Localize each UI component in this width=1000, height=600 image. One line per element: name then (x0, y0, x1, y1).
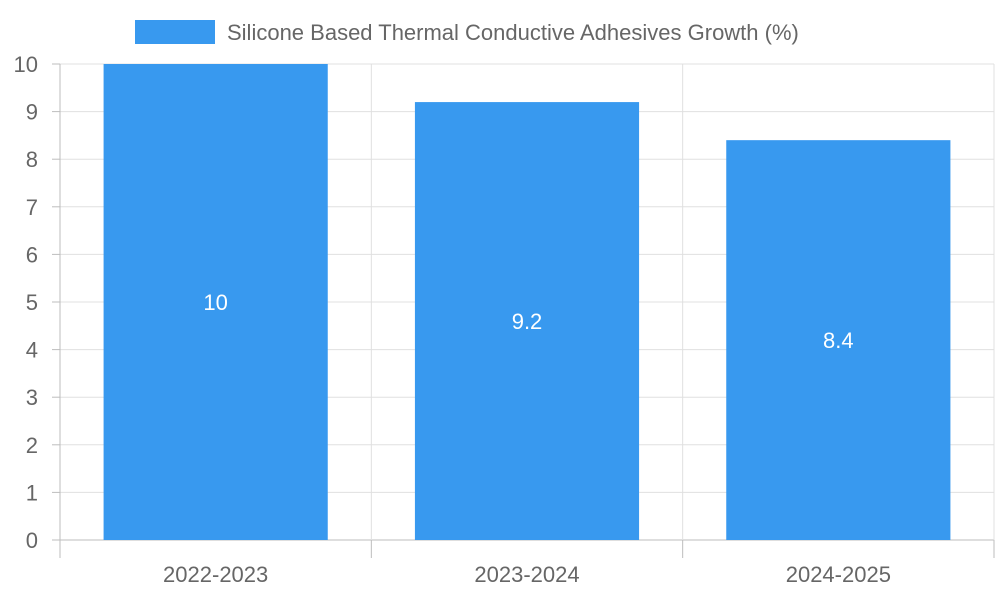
legend-label: Silicone Based Thermal Conductive Adhesi… (227, 20, 799, 45)
y-tick-label: 2 (26, 433, 38, 458)
data-label: 9.2 (512, 309, 543, 334)
y-tick-label: 9 (26, 100, 38, 125)
y-tick-label: 10 (14, 52, 38, 77)
y-tick-label: 5 (26, 290, 38, 315)
data-label: 8.4 (823, 328, 854, 353)
y-tick-label: 3 (26, 385, 38, 410)
x-tick-label: 2023-2024 (474, 562, 579, 587)
bar (726, 140, 951, 540)
legend[interactable]: Silicone Based Thermal Conductive Adhesi… (135, 20, 799, 45)
data-label: 10 (203, 290, 227, 315)
y-tick-label: 6 (26, 242, 38, 267)
axes: 0 1 2 3 4 5 6 7 8 9 10 2022-2023 2023-2024 2024-2025 (14, 52, 995, 587)
x-tick-label: 2024-2025 (786, 562, 891, 587)
bar (103, 64, 328, 540)
y-tick-label: 4 (26, 338, 38, 363)
y-tick-label: 7 (26, 195, 38, 220)
bars: 10 9.2 8.4 (103, 64, 951, 540)
legend-swatch (135, 20, 215, 44)
x-tick-label: 2022-2023 (163, 562, 268, 587)
y-tick-label: 1 (26, 480, 38, 505)
y-tick-label: 8 (26, 147, 38, 172)
bar (414, 102, 640, 540)
y-tick-label: 0 (26, 528, 38, 553)
